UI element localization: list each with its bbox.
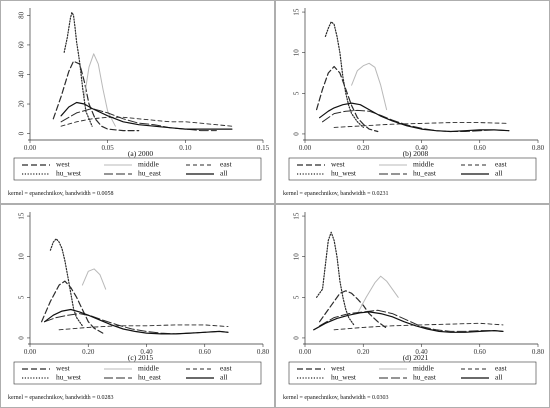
- y-tick-label: 15: [293, 8, 301, 16]
- chart-svg: 0 5 10 15 0.00 0.20 0.40 0.60 0.80 (c) 2015 west mi…: [0, 204, 275, 408]
- y-tick-label: 5: [293, 91, 301, 95]
- series-line-east: [58, 324, 229, 331]
- y-tick-label: 0: [293, 336, 301, 340]
- series-line-west: [52, 60, 140, 132]
- x-tick-label: 0.10: [179, 144, 192, 152]
- x-tick-label: 0.40: [415, 144, 428, 152]
- legend-label-west: west: [331, 364, 346, 373]
- x-tick-label: 0.00: [299, 348, 312, 356]
- series-line-east: [333, 122, 510, 128]
- x-tick-label: 0.00: [24, 144, 37, 152]
- legend-label-hu-east: hu_east: [138, 373, 162, 382]
- x-tick-label: 0.00: [24, 348, 37, 356]
- legend-label-all: all: [495, 373, 503, 382]
- legend-label-all: all: [220, 373, 228, 382]
- legend-label-all: all: [495, 169, 503, 178]
- legend-label-west: west: [56, 364, 71, 373]
- legend-label-middle: middle: [138, 160, 160, 169]
- series-line-all: [319, 102, 510, 133]
- series-line-hu-west: [63, 11, 93, 127]
- x-tick-label: 0.00: [299, 144, 312, 152]
- chart-caption: (c) 2015: [128, 353, 153, 362]
- x-tick-label: 0.40: [415, 348, 428, 356]
- chart-svg: 0 5 10 15 0.00 0.20 0.40 0.60 0.80 (d) 2021 west mi…: [275, 204, 550, 408]
- series-line-middle: [356, 275, 399, 315]
- kernel-note: kernel = epanechnikov, bandwidth = 0.028…: [8, 395, 114, 401]
- series-line-west: [319, 290, 388, 329]
- series-line-hu-east: [319, 309, 504, 332]
- y-tick-label: 10: [18, 253, 26, 261]
- series-line-middle: [351, 62, 388, 111]
- series-line-hu-west: [316, 231, 356, 327]
- legend-label-west: west: [56, 160, 71, 169]
- x-tick-label: 0.80: [532, 348, 545, 356]
- series-line-all: [313, 311, 504, 333]
- series-line-all: [44, 308, 229, 335]
- chart-svg: 0 20 40 60 80 0.00 0.05 0.10 0.15 (a) 2000 west mid…: [0, 0, 275, 204]
- series-line-all: [60, 101, 233, 130]
- chart-panel-2021: 0 5 10 15 0.00 0.20 0.40 0.60 0.80 (d) 2021 west mi…: [275, 204, 550, 408]
- y-tick-label: 5: [18, 295, 26, 299]
- series-line-west: [41, 280, 104, 334]
- y-tick-label: 15: [18, 212, 26, 220]
- legend-label-hu-east: hu_east: [413, 169, 437, 178]
- x-tick-label: 0.05: [102, 144, 115, 152]
- series-line-hu-east: [322, 109, 510, 132]
- y-tick-label: 15: [293, 212, 301, 220]
- x-tick-label: 0.60: [474, 144, 487, 152]
- y-tick-label: 10: [293, 49, 301, 57]
- legend-label-west: west: [331, 160, 346, 169]
- series-line-middle: [83, 53, 116, 127]
- legend-label-hu-east: hu_east: [138, 169, 162, 178]
- series-line-hu-west: [49, 238, 83, 327]
- y-tick-label: 60: [18, 41, 26, 49]
- x-tick-label: 0.60: [199, 348, 212, 356]
- x-tick-label: 0.40: [140, 348, 153, 356]
- y-tick-label: 80: [18, 11, 26, 19]
- kernel-note: kernel = epanechnikov, bandwidth = 0.023…: [283, 191, 389, 197]
- series-line-hu-west: [324, 21, 364, 128]
- x-tick-label: 0.80: [532, 144, 545, 152]
- y-tick-label: 20: [18, 100, 26, 108]
- chart-caption: (a) 2000: [128, 149, 153, 158]
- legend-label-east: east: [220, 160, 233, 169]
- chart-caption: (d) 2021: [403, 353, 429, 362]
- chart-panel-2000: 0 20 40 60 80 0.00 0.05 0.10 0.15 (a) 2000 west mid…: [0, 0, 275, 204]
- x-tick-label: 0.15: [257, 144, 270, 152]
- y-tick-label: 10: [293, 253, 301, 261]
- legend-label-hu-west: hu_west: [56, 169, 82, 178]
- x-tick-label: 0.20: [357, 348, 370, 356]
- legend-label-middle: middle: [413, 364, 435, 373]
- legend-label-hu-west: hu_west: [56, 373, 82, 382]
- legend-label-middle: middle: [138, 364, 160, 373]
- chart-panel-2015: 0 5 10 15 0.00 0.20 0.40 0.60 0.80 (c) 2015 west mi…: [0, 204, 275, 408]
- x-tick-label: 0.80: [257, 348, 270, 356]
- chart-panel-2008: 0 5 10 15 0.00 0.20 0.40 0.60 0.80 (b) 2008 west mi…: [275, 0, 550, 204]
- x-tick-label: 0.20: [82, 348, 95, 356]
- chart-svg: 0 5 10 15 0.00 0.20 0.40 0.60 0.80 (b) 2008 west mi…: [275, 0, 550, 204]
- y-tick-label: 0: [293, 132, 301, 136]
- chart-caption: (b) 2008: [403, 149, 429, 158]
- legend-label-all: all: [220, 169, 228, 178]
- legend-label-east: east: [220, 364, 233, 373]
- kernel-note: kernel = epanechnikov, bandwidth = 0.005…: [8, 191, 114, 197]
- legend-label-hu-east: hu_east: [413, 373, 437, 382]
- y-tick-label: 40: [18, 70, 26, 78]
- y-tick-label: 0: [18, 131, 26, 135]
- series-line-east: [333, 322, 504, 331]
- legend-label-east: east: [495, 160, 508, 169]
- legend-label-hu-west: hu_west: [331, 373, 357, 382]
- kernel-note: kernel = epanechnikov, bandwidth = 0.030…: [283, 395, 389, 401]
- legend-label-east: east: [495, 364, 508, 373]
- series-line-middle: [81, 268, 107, 290]
- y-tick-label: 5: [293, 295, 301, 299]
- legend-label-hu-west: hu_west: [331, 169, 357, 178]
- y-tick-label: 0: [18, 336, 26, 340]
- series-line-west: [316, 65, 379, 133]
- x-tick-label: 0.20: [357, 144, 370, 152]
- legend-label-middle: middle: [413, 160, 435, 169]
- x-tick-label: 0.60: [474, 348, 487, 356]
